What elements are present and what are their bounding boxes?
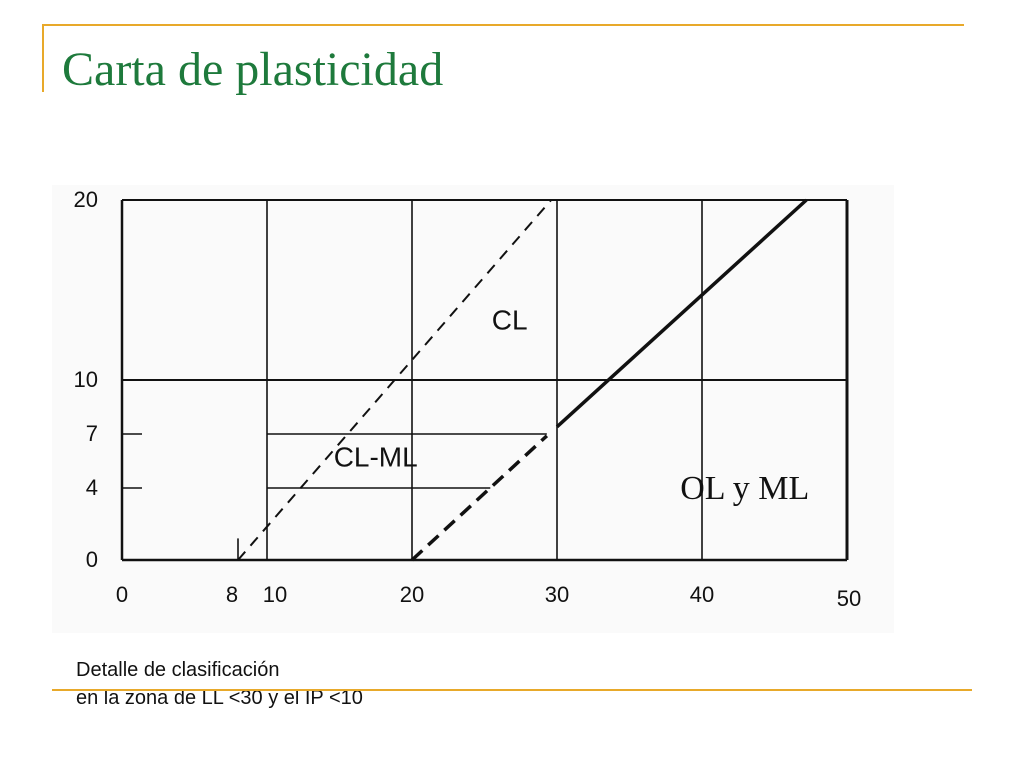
series-line-1 [237, 199, 552, 561]
accent-line-left [42, 24, 44, 92]
y-tick-label-20: 20 [74, 187, 98, 212]
x-tick-label-10: 10 [263, 582, 287, 607]
caption-line-1: Detalle de clasificación [76, 659, 280, 681]
series-line-2 [410, 434, 549, 562]
x-tick-label-0: 0 [116, 582, 128, 607]
accent-line-bottom [52, 689, 972, 691]
caption: Detalle de clasificación en la zona de L… [76, 656, 363, 712]
region-label-3: OL y ML [680, 470, 809, 507]
series-line-3 [555, 198, 808, 429]
x-tick-label-20: 20 [400, 582, 424, 607]
region-label-1: CL [492, 305, 528, 336]
caption-line-2: en la zona de LL <30 y el IP <10 [76, 687, 363, 709]
y-tick-label-10: 10 [74, 367, 98, 392]
accent-line-top [42, 24, 964, 26]
y-tick-label-0: 0 [86, 547, 98, 572]
y-tick-label-4: 4 [86, 475, 98, 500]
y-tick-label-7: 7 [86, 421, 98, 446]
chart-svg: 0 4 7 10 20 0 8 10 20 30 40 50 CL CL-ML OL y ML [74, 187, 862, 611]
x-tick-label-40: 40 [690, 582, 714, 607]
page-title: Carta de plasticidad [62, 43, 444, 96]
x-tick-label-50: 50 [837, 586, 861, 611]
x-tick-label-30: 30 [545, 582, 569, 607]
region-label-2: CL-ML [334, 441, 418, 472]
x-tick-label-8: 8 [226, 582, 238, 607]
plasticity-chart: 0 4 7 10 20 0 8 10 20 30 40 50 CL CL-ML OL y ML [52, 185, 894, 633]
